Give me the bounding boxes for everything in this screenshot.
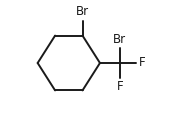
- Text: F: F: [117, 80, 123, 93]
- Text: Br: Br: [76, 5, 89, 18]
- Text: F: F: [139, 56, 145, 70]
- Text: Br: Br: [113, 33, 126, 46]
